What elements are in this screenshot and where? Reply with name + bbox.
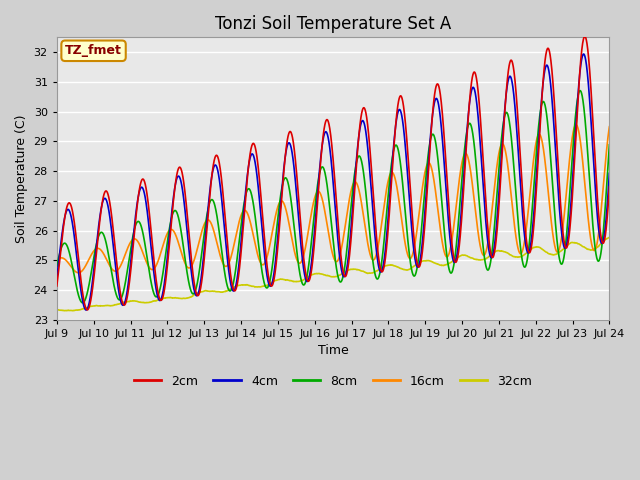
X-axis label: Time: Time — [317, 344, 348, 357]
Title: Tonzi Soil Temperature Set A: Tonzi Soil Temperature Set A — [215, 15, 451, 33]
Y-axis label: Soil Temperature (C): Soil Temperature (C) — [15, 114, 28, 243]
Legend: 2cm, 4cm, 8cm, 16cm, 32cm: 2cm, 4cm, 8cm, 16cm, 32cm — [129, 370, 538, 393]
Text: TZ_fmet: TZ_fmet — [65, 44, 122, 57]
